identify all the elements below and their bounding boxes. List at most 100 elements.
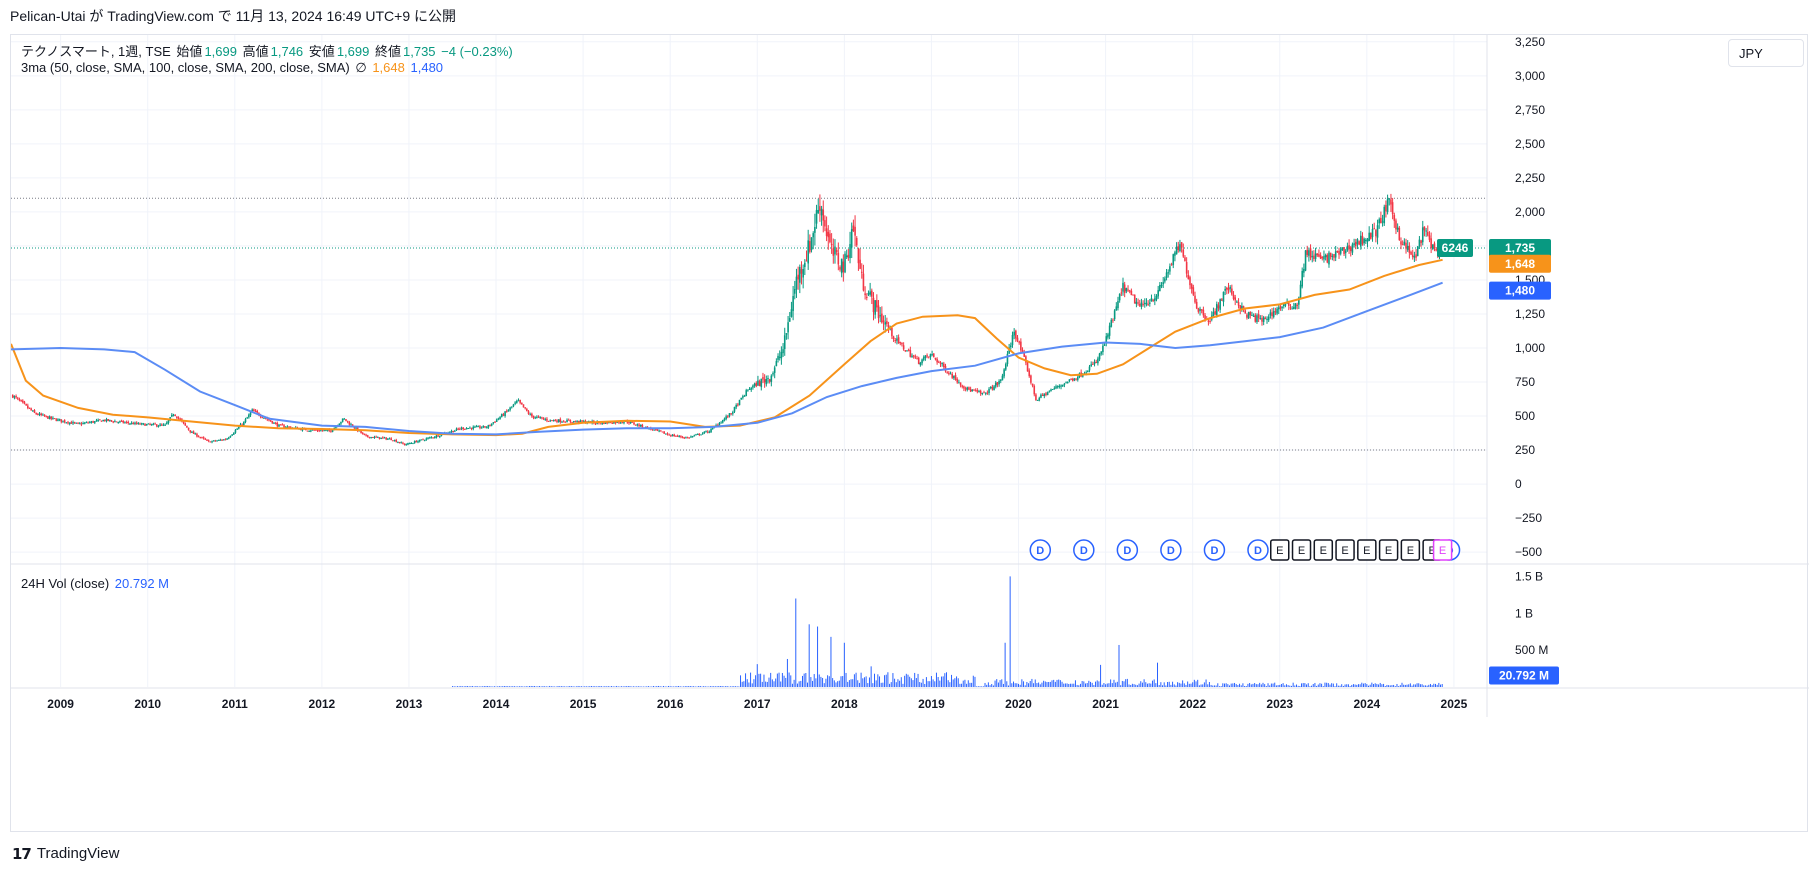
candle-body [1152, 299, 1154, 301]
candle-body [1169, 266, 1171, 272]
candle-body [1222, 291, 1225, 302]
candle-body [1333, 254, 1335, 258]
earnings-marker-label: E [1385, 545, 1392, 557]
candle-body [1380, 217, 1382, 224]
candle-body [874, 300, 876, 315]
candle-body [189, 430, 192, 433]
candle-body [397, 442, 399, 444]
last-price-badge: 1,735 [1505, 241, 1535, 255]
symbol-line[interactable]: テクノスマート, 1週, TSE [21, 44, 171, 59]
candle-body [1271, 312, 1273, 316]
candle-body [845, 255, 848, 258]
candle-body [112, 421, 115, 423]
candle-body [33, 410, 36, 413]
candle-body [1428, 235, 1431, 240]
candle-body [651, 428, 654, 431]
candle-body [551, 420, 553, 422]
candle-body [1226, 287, 1228, 290]
candle-body [335, 426, 337, 428]
candle-body [1090, 364, 1092, 367]
candle-body [757, 380, 759, 386]
y-tick-label: 500 [1515, 409, 1535, 423]
candle-body [37, 414, 39, 416]
candle-body [244, 419, 247, 423]
candle-body [638, 424, 640, 427]
price-chart[interactable]: 3,2503,0002,7502,5002,2502,0001,7501,500… [11, 35, 1809, 833]
candle-body [666, 433, 669, 435]
candle-body [65, 422, 68, 424]
candle-body [989, 386, 992, 389]
candle-body [514, 402, 516, 404]
candle-body [1291, 308, 1293, 310]
indicator-label[interactable]: 3ma (50, close, SMA, 100, close, SMA, 20… [21, 60, 350, 75]
candle-body [825, 228, 828, 237]
candle-body [1435, 249, 1437, 251]
candle-body [249, 412, 252, 416]
candle-body [569, 420, 572, 422]
candle-body [984, 392, 987, 394]
candle-body [1123, 284, 1126, 293]
candle-body [35, 413, 37, 415]
candle-body [556, 420, 558, 422]
candle-body [683, 437, 686, 439]
candle-body [395, 439, 398, 443]
candle-body [1343, 247, 1345, 254]
candle-body [206, 439, 208, 441]
candle-body [1103, 344, 1106, 346]
candle-body [917, 357, 920, 364]
candle-body [1137, 302, 1139, 304]
candle-body [132, 423, 135, 425]
x-tick-label: 2016 [657, 697, 684, 711]
candle-body [1368, 232, 1370, 241]
candle-body [174, 414, 176, 416]
candle-body [723, 418, 726, 421]
volume-value: 20.792 M [114, 576, 169, 591]
candle-body [127, 422, 130, 424]
y-tick-label: 1,250 [1515, 307, 1545, 321]
candle-body [30, 408, 32, 411]
candle-body [631, 421, 634, 423]
candle-body [544, 419, 547, 421]
candle-body [263, 417, 265, 419]
candle-body [269, 420, 272, 422]
candle-body [546, 418, 548, 421]
candle-body [70, 422, 73, 424]
candle-body [1316, 253, 1319, 256]
candle-body [1388, 198, 1391, 200]
candle-body [1172, 254, 1175, 265]
candle-body [1143, 302, 1146, 304]
candle-body [896, 338, 898, 341]
earnings-marker-icon [1291, 539, 1312, 561]
y-tick-label: 2,250 [1515, 171, 1545, 185]
candle-body [1112, 319, 1114, 321]
volume-label[interactable]: 24H Vol (close) [21, 576, 110, 591]
candle-body [760, 378, 763, 388]
candle-body [1360, 235, 1362, 247]
x-tick-label: 2017 [744, 697, 771, 711]
candle-body [15, 396, 17, 398]
candle-body [787, 322, 789, 333]
footer-brand[interactable]: TradingView [36, 845, 120, 862]
candle-body [124, 422, 126, 424]
candle-body [752, 385, 754, 388]
candle-body [465, 428, 468, 430]
earnings-marker-label: E [1276, 545, 1283, 557]
close-value: 1,735 [403, 44, 436, 59]
candle-body [1113, 310, 1116, 320]
candle-body [490, 423, 493, 426]
volume-tick-label: 1.5 B [1515, 569, 1543, 583]
candle-body [171, 414, 173, 417]
candle-body [842, 261, 845, 273]
candle-body [1426, 231, 1429, 236]
candle-body [403, 443, 406, 446]
candle-body [1013, 331, 1015, 336]
candle-body [489, 425, 491, 427]
candle-body [268, 419, 270, 421]
candle-body [1282, 304, 1285, 307]
candle-body [413, 441, 416, 443]
candle-body [377, 436, 379, 438]
currency-button[interactable]: JPY [1728, 39, 1804, 67]
candle-body [214, 440, 217, 442]
candle-body [710, 428, 712, 433]
candle-body [93, 421, 96, 423]
